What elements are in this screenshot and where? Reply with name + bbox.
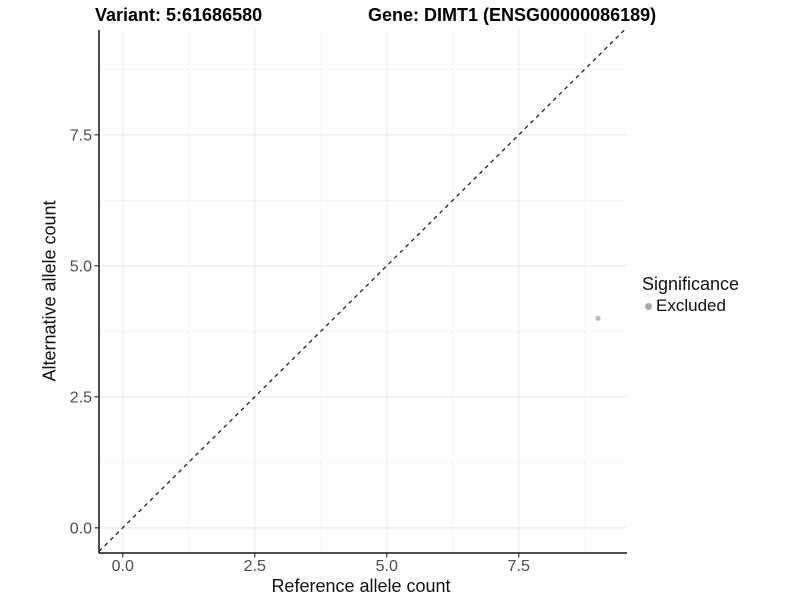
svg-text:7.5: 7.5 — [70, 127, 92, 144]
svg-text:5.0: 5.0 — [70, 258, 92, 275]
svg-text:0.0: 0.0 — [70, 520, 92, 537]
svg-text:5.0: 5.0 — [376, 558, 398, 575]
gene-title: Gene: DIMT1 (ENSG00000086189) — [368, 5, 657, 25]
svg-text:7.5: 7.5 — [508, 558, 530, 575]
svg-text:2.5: 2.5 — [70, 389, 92, 406]
svg-text:0.0: 0.0 — [112, 558, 134, 575]
legend-title: Significance — [642, 274, 740, 294]
x-axis-title: Reference allele count — [271, 576, 451, 596]
legend-item-label: Excluded — [656, 296, 726, 315]
legend-item-excluded: Excluded — [642, 296, 739, 316]
legend: Significance Excluded — [642, 274, 739, 316]
legend-point-icon — [645, 302, 652, 310]
svg-text:2.5: 2.5 — [244, 558, 266, 575]
variant-title: Variant: 5:61686580 — [95, 5, 263, 25]
